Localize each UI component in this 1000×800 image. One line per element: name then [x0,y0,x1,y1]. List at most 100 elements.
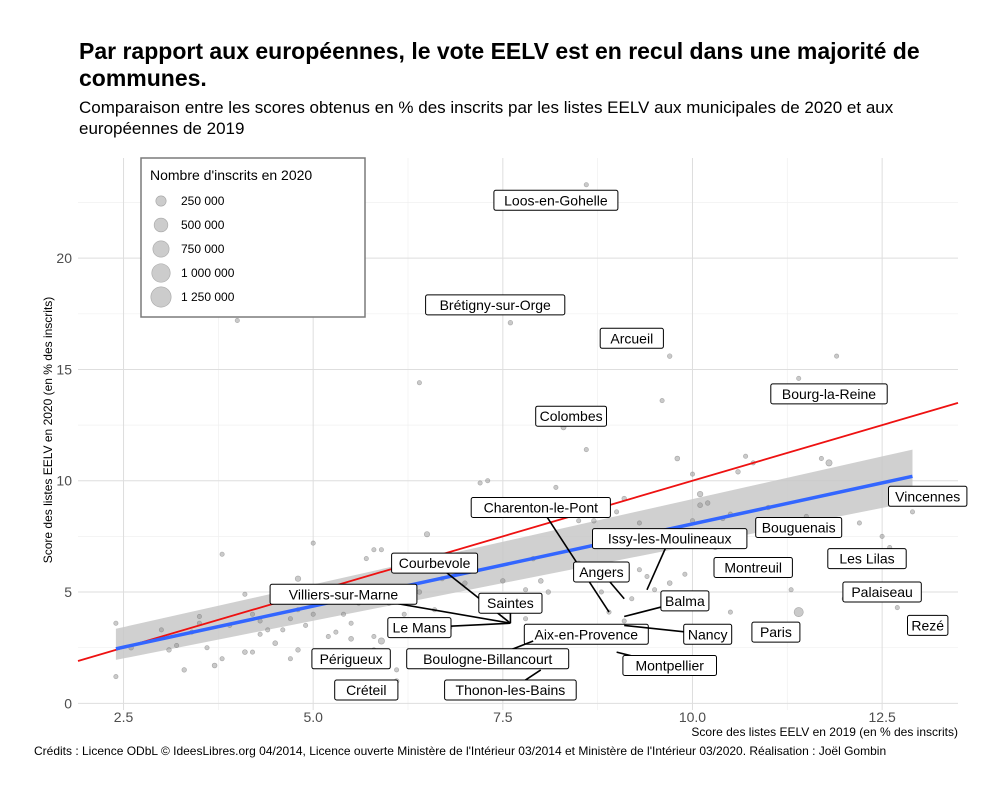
city-label-box [444,679,577,701]
chart-subtitle: Comparaison entre les scores obtenus en … [79,98,894,138]
data-point [667,353,673,359]
y-axis-label: Score des listes EELV en 2020 (en % des … [41,297,55,564]
city-label: Balma [624,590,710,618]
data-point [485,478,491,484]
axis-ticks: 2.5 5.0 7.5 10.0 12.5 0 5 10 15 20 [56,250,896,725]
data-point [416,589,423,595]
data-point [416,380,422,386]
regression-lines [77,401,959,662]
data-point [696,490,704,498]
data-point [242,591,248,597]
city-label: Boulogne-Billancourt [406,640,570,670]
city-label: Vincennes [888,485,968,507]
data-point [113,620,119,626]
data-point [856,520,862,526]
data-point [250,649,255,655]
data-point [834,353,840,359]
city-label: Charenton-le-Pont [470,497,611,613]
city-label: Montreuil [713,557,793,578]
data-point [659,398,665,404]
x-tick-label: 7.5 [493,709,513,725]
x-tick-label: 2.5 [114,709,134,725]
city-label: Brétigny-sur-Orge [425,294,566,316]
data-point [583,182,589,188]
data-point [348,636,354,642]
city-label-box [683,623,733,645]
legend-symbol [150,286,172,308]
data-point [158,627,164,633]
data-point [879,533,885,539]
city-label: Créteil [334,679,399,701]
legend-symbol [153,217,169,233]
city-label: Montpellier [616,651,718,676]
city-label: Les Lilas [827,548,907,570]
data-point [196,614,202,619]
city-label: Thonon-les-Bains [444,669,577,701]
y-tick-label: 10 [56,473,72,489]
city-label: Arcueil [599,327,664,349]
legend-entry: 1 250 000 [181,290,235,304]
x-tick-label: 5.0 [303,709,323,725]
city-label-text: Périgueux [320,651,383,667]
city-label-text: Boulogne-Billancourt [423,651,552,667]
city-label-box [478,592,543,614]
data-point [652,587,658,593]
city-label-box [535,405,608,427]
data-point [583,447,589,453]
legend-box [140,157,366,318]
data-point [394,667,400,673]
data-point [181,667,187,673]
city-label-text: Bouguenais [762,520,836,536]
data-point [621,618,627,624]
data-point [523,587,529,593]
data-point [219,551,225,557]
legend-symbol [152,240,170,258]
data-point [272,640,278,646]
data-point [287,656,293,662]
data-point [287,616,293,622]
data-point [538,578,544,584]
y-tick-label: 0 [64,695,72,711]
city-label-box [827,548,907,570]
data-point [818,456,824,461]
city-label-text: Issy-les-Moulineaux [608,531,732,547]
city-label-box [599,327,664,349]
data-point [371,634,377,639]
city-label: Aix-en-Provence [523,623,649,645]
city-label-text: Nancy [688,626,728,642]
data-point [377,637,385,645]
y-tick-label: 15 [56,361,72,377]
data-point [211,662,218,669]
city-label: Nancy [624,623,733,645]
data-point [234,318,240,323]
data-point [545,589,551,595]
city-label-text: Créteil [346,682,386,698]
data-point [500,578,506,584]
data-point [629,596,635,602]
city-label-box [842,581,922,603]
city-label-box [311,648,391,670]
data-point [591,518,597,524]
city-label-text: Rezé [911,617,944,633]
city-label-box [573,561,630,583]
city-label-box [406,648,570,670]
city-label-box [888,485,968,507]
city-label-text: Balma [665,593,705,609]
data-point [219,656,225,662]
city-label-box [269,583,418,605]
data-point [825,459,833,467]
data-point [303,622,309,628]
city-label-box [391,552,479,574]
city-label-box [622,655,718,676]
data-point [727,609,733,615]
data-point [477,480,483,486]
city-label: Issy-les-Moulineaux [592,528,748,591]
data-point [363,556,369,562]
city-label: Rezé [907,614,949,636]
city-label-box [425,294,566,316]
city-label: Bouguenais [755,517,843,538]
data-point [523,616,529,622]
x-axis-label: Score des listes EELV en 2019 (en % des … [691,725,958,739]
city-label: Paris [751,621,801,643]
city-label-text: Palaiseau [851,584,913,600]
